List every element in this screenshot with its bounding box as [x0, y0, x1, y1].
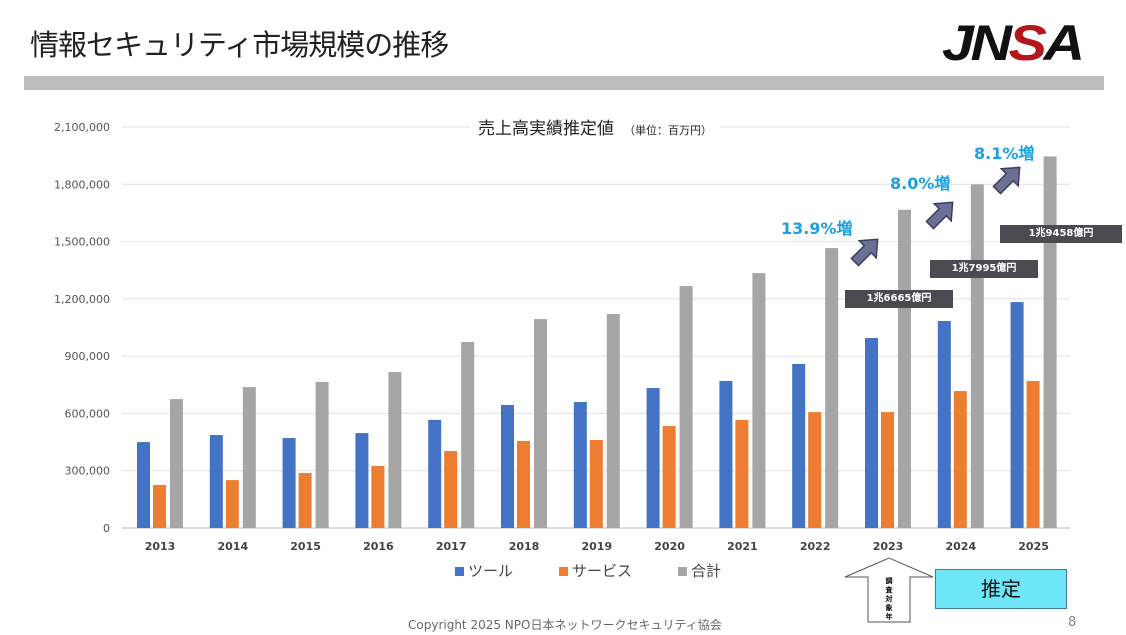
x-tick-label: 2018 [509, 540, 540, 553]
total-label-2024: 1兆7995億円 [930, 260, 1038, 278]
y-tick-label: 300,000 [65, 465, 111, 478]
x-tick-label: 2023 [873, 540, 904, 553]
x-tick-label: 2019 [581, 540, 612, 553]
bar-合計-2023 [898, 209, 911, 528]
bar-サービス-2014 [225, 480, 239, 528]
bar-ツール-2020 [646, 388, 660, 528]
chart-title: 売上高実績推定値 （単位：百万円） [470, 114, 720, 139]
bar-合計-2024 [970, 184, 984, 528]
bar-ツール-2021 [719, 380, 733, 528]
x-tick-label: 2014 [217, 540, 248, 553]
growth-arrow-icon [992, 166, 1021, 195]
bar-合計-2014 [242, 387, 256, 528]
bar-サービス-2013 [153, 485, 166, 528]
bar-合計-2015 [315, 381, 329, 528]
total-label-2023: 1兆6665億円 [845, 290, 953, 308]
bar-ツール-2016 [355, 433, 369, 528]
x-tick-label: 2022 [800, 540, 831, 553]
y-tick-label: 2,100,000 [54, 121, 110, 134]
bar-合計-2013 [170, 399, 183, 528]
legend-item-service: サービス [559, 560, 632, 581]
estimate-box: 推定 [935, 569, 1067, 609]
bar-サービス-2024 [953, 391, 967, 528]
y-tick-label: 900,000 [65, 350, 111, 363]
x-tick-label: 2020 [654, 540, 685, 553]
bar-合計-2022 [825, 248, 839, 528]
bar-ツール-2022 [792, 363, 806, 528]
y-tick-label: 0 [103, 522, 110, 535]
bar-合計-2018 [534, 319, 547, 528]
bar-ツール-2025 [1010, 302, 1024, 528]
bar-サービス-2019 [589, 439, 603, 528]
bar-ツール-2017 [428, 419, 442, 528]
x-tick-label: 2021 [727, 540, 758, 553]
bar-サービス-2025 [1026, 380, 1040, 528]
legend-item-tool: ツール [455, 560, 513, 581]
x-tick-label: 2017 [436, 540, 467, 553]
copyright: Copyright 2025 NPO日本ネットワークセキュリティ協会 [408, 618, 722, 632]
survey-year-label: 調査対象年 [885, 577, 893, 621]
bar-合計-2025 [1043, 156, 1057, 528]
bar-ツール-2023 [865, 338, 878, 528]
x-tick-label: 2013 [145, 540, 176, 553]
bar-合計-2021 [752, 273, 766, 528]
chart-unit: （単位：百万円） [624, 124, 712, 137]
legend-item-total: 合計 [678, 560, 721, 581]
x-tick-label: 2015 [290, 540, 321, 553]
bar-サービス-2021 [735, 419, 749, 528]
growth-label-2023: 13.9%増 [781, 219, 853, 238]
bar-ツール-2018 [501, 405, 514, 528]
x-tick-label: 2024 [945, 540, 976, 553]
bar-サービス-2016 [371, 465, 385, 528]
page-title: 情報セキュリティ市場規模の推移 [30, 28, 449, 62]
bar-ツール-2024 [937, 321, 951, 528]
growth-label-2024: 8.0%増 [890, 174, 951, 193]
growth-arrow-icon [925, 201, 954, 230]
bar-合計-2016 [388, 371, 402, 528]
y-tick-label: 1,200,000 [54, 293, 110, 306]
header-divider [24, 76, 1104, 90]
page-number: 8 [1068, 615, 1077, 630]
jnsa-logo: JNSA [942, 15, 1085, 71]
bar-ツール-2019 [573, 401, 587, 528]
y-tick-label: 1,800,000 [54, 178, 110, 191]
bar-サービス-2020 [662, 426, 676, 528]
bar-サービス-2017 [444, 451, 458, 528]
bar-ツール-2014 [209, 435, 223, 528]
bar-サービス-2015 [298, 473, 312, 528]
bar-合計-2020 [679, 286, 693, 528]
total-label-2025: 1兆9458億円 [1000, 225, 1122, 243]
bar-合計-2017 [461, 342, 475, 528]
chart-legend: ツール サービス 合計 [455, 560, 721, 581]
survey-year-arrow-icon [844, 557, 934, 623]
growth-arrow-icon [850, 238, 879, 267]
x-tick-label: 2016 [363, 540, 394, 553]
bar-サービス-2018 [517, 440, 530, 528]
bar-サービス-2022 [808, 412, 822, 528]
growth-label-2025: 8.1%増 [974, 144, 1035, 163]
x-tick-label: 2025 [1018, 540, 1049, 553]
chart-title-text: 売上高実績推定値 [478, 119, 614, 139]
bar-ツール-2015 [282, 438, 296, 528]
bar-合計-2019 [606, 313, 620, 528]
bar-ツール-2013 [137, 442, 150, 528]
y-tick-label: 1,500,000 [54, 236, 110, 249]
bar-サービス-2023 [881, 412, 894, 528]
y-tick-label: 600,000 [65, 407, 111, 420]
